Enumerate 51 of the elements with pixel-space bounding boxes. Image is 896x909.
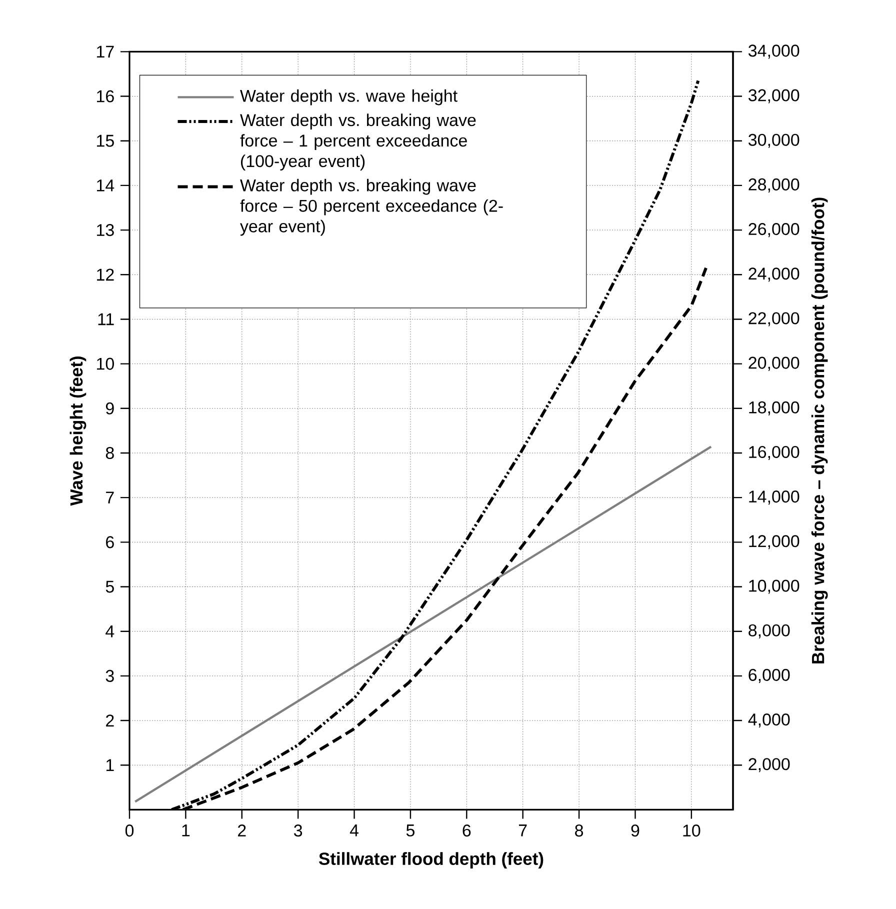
y-tick-label: 1 — [106, 759, 114, 771]
x-tick-label: 3 — [294, 824, 302, 837]
y2-tick-label: 32,000 — [748, 89, 800, 104]
x-tick-label: 5 — [406, 824, 414, 836]
y-tick-label: 6 — [106, 536, 114, 548]
y-tick-label: 5 — [106, 580, 114, 593]
x-axis-title: Stillwater flood depth (feet) — [318, 852, 544, 868]
y-tick-label: 11 — [98, 313, 114, 326]
x-tick-label: 2 — [238, 824, 246, 836]
x-tick-label: 6 — [462, 824, 471, 837]
y2-tick-label: 8,000 — [748, 624, 790, 638]
x-tick-label: 9 — [631, 824, 640, 837]
y-tick-label: 16 — [97, 90, 114, 102]
y2-tick-label: 14,000 — [749, 490, 800, 505]
legend-label: Water depth vs. breaking wave force – 1 percent exceedance (100-year event) — [240, 114, 476, 170]
y-tick-label: 7 — [106, 492, 114, 504]
y2-tick-label: 6,000 — [748, 668, 790, 683]
y-tick-label: 12 — [97, 268, 114, 281]
y2-tick-label: 26,000 — [748, 223, 800, 238]
y2-tick-label: 18,000 — [749, 401, 800, 416]
y2-tick-label: 4,000 — [748, 713, 790, 728]
x-tick-label: 10 — [683, 824, 700, 837]
y-tick-label: 4 — [106, 625, 114, 638]
y2-tick-label: 20,000 — [748, 356, 800, 371]
x-tick-label: 7 — [518, 824, 527, 836]
y2-tick-label: 2,000 — [748, 758, 790, 772]
y-tick-label: 2 — [106, 714, 114, 726]
y-tick-label: 13 — [97, 224, 114, 236]
x-tick-label: 1 — [182, 824, 190, 836]
y2-tick-label: 30,000 — [748, 134, 800, 148]
y2-tick-label: 10,000 — [749, 580, 800, 594]
y-tick-label: 9 — [106, 402, 114, 414]
legend-label: Water depth vs. wave height — [240, 89, 458, 106]
y-axis-title: Wave height (feet) — [70, 356, 86, 506]
x-tick-label: 4 — [350, 824, 358, 836]
y2-axis-title: Breaking wave force – dynamic component (pound/foot) — [811, 198, 828, 664]
y2-tick-label: 12,000 — [749, 535, 800, 550]
y-tick-label: 3 — [106, 670, 114, 682]
y2-tick-label: 16,000 — [749, 446, 800, 460]
y-tick-label: 14 — [97, 180, 114, 192]
y2-tick-label: 22,000 — [748, 312, 800, 326]
y2-tick-label: 24,000 — [748, 268, 800, 282]
y2-tick-label: 34,000 — [748, 44, 800, 59]
y2-tick-label: 28,000 — [748, 178, 800, 192]
x-tick-label: 8 — [575, 824, 584, 837]
y-tick-label: 8 — [106, 446, 114, 460]
y-tick-label: 17 — [97, 46, 114, 58]
x-tick-label: 0 — [125, 824, 134, 837]
legend-label: Water depth vs. breaking wave force – 50 percent exceedance (2-year event) — [240, 178, 503, 236]
y-tick-label: 15 — [97, 134, 114, 147]
y-tick-label: 10 — [97, 358, 114, 370]
